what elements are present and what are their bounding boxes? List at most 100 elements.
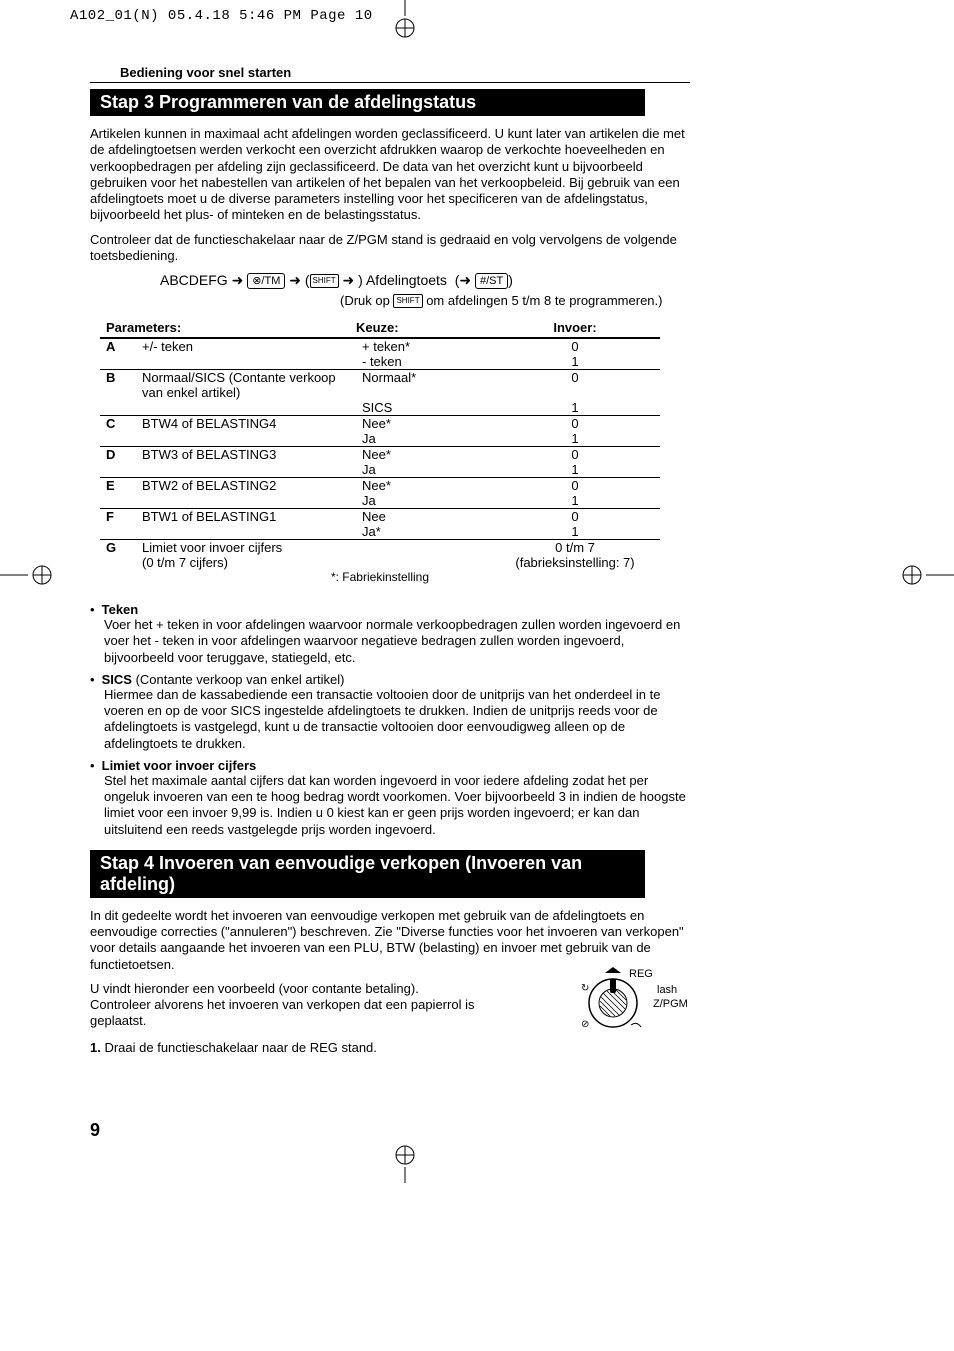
param-desc bbox=[136, 354, 356, 370]
cropmark-right-icon bbox=[894, 555, 954, 595]
key-shift: SHIFT bbox=[310, 274, 339, 288]
param-invoer: 1 bbox=[490, 354, 660, 370]
param-desc bbox=[136, 462, 356, 478]
print-header: A102_01(N) 05.4.18 5:46 PM Page 10 bbox=[70, 8, 373, 24]
intro-paragraph-1: Artikelen kunnen in maximaal acht afdeli… bbox=[90, 126, 690, 224]
seq-abcdefg: ABCDEFG bbox=[160, 272, 228, 288]
param-desc: BTW3 of BELASTING3 bbox=[136, 447, 356, 463]
param-invoer: 0 bbox=[490, 338, 660, 354]
param-letter: A bbox=[100, 338, 136, 354]
param-desc bbox=[136, 524, 356, 540]
col-keuze: Keuze: bbox=[356, 318, 490, 338]
param-letter bbox=[100, 524, 136, 540]
svg-text:⊘: ⊘ bbox=[581, 1019, 589, 1030]
table-footnote: *: Fabriekinstelling bbox=[100, 570, 660, 584]
param-letter bbox=[100, 431, 136, 447]
stap3-heading: Stap 3 Programmeren van de afdelingstatu… bbox=[90, 89, 645, 116]
bullet-heading: • SICS (Contante verkoop van enkel artik… bbox=[90, 672, 690, 687]
param-invoer: (fabrieksinstelling: 7) bbox=[490, 555, 660, 570]
key-sequence: ABCDEFG ➜ ⊗/TM ➜ (SHIFT ➜ ) Afdelingtoet… bbox=[90, 272, 690, 289]
stap4-heading: Stap 4 Invoeren van eenvoudige verkopen … bbox=[90, 850, 645, 898]
step-text: Draai de functieschakelaar naar de REG s… bbox=[104, 1040, 376, 1055]
param-keuze: Nee* bbox=[356, 478, 490, 494]
page-number: 9 bbox=[90, 1120, 100, 1141]
param-keuze bbox=[356, 555, 490, 570]
param-letter bbox=[100, 555, 136, 570]
arrow-icon: ➜ bbox=[232, 272, 244, 288]
intro-paragraph-2: Controleer dat de functieschakelaar naar… bbox=[90, 232, 690, 265]
param-letter bbox=[100, 400, 136, 416]
param-letter: F bbox=[100, 509, 136, 525]
param-keuze bbox=[356, 540, 490, 556]
svg-text:↻: ↻ bbox=[581, 983, 589, 994]
col-invoer: Invoer: bbox=[490, 318, 660, 338]
param-desc: BTW2 of BELASTING2 bbox=[136, 478, 356, 494]
dial-zpgm-label: Z/PGM bbox=[653, 998, 688, 1010]
dial-flash-label: lash bbox=[657, 984, 677, 996]
cropmark-bottom-icon bbox=[385, 1143, 425, 1183]
bullet-body: Stel het maximale aantal cijfers dat kan… bbox=[104, 773, 690, 838]
arrow-icon: ➜ bbox=[459, 272, 471, 288]
key-shift: SHIFT bbox=[393, 294, 422, 308]
param-keuze: SICS bbox=[356, 400, 490, 416]
param-keuze: Ja* bbox=[356, 524, 490, 540]
bullet-body: Hiermee dan de kassabediende een transac… bbox=[104, 687, 690, 752]
param-keuze: Nee* bbox=[356, 447, 490, 463]
param-desc: BTW1 of BELASTING1 bbox=[136, 509, 356, 525]
arrow-icon: ➜ bbox=[289, 272, 301, 288]
param-desc: BTW4 of BELASTING4 bbox=[136, 416, 356, 432]
param-keuze: Nee bbox=[356, 509, 490, 525]
function-dial-icon: ↻ ⊘ REG lash Z/PGM bbox=[575, 961, 695, 1041]
param-invoer: 1 bbox=[490, 400, 660, 416]
param-desc: (0 t/m 7 cijfers) bbox=[136, 555, 356, 570]
bullet-body: Voer het + teken in voor afdelingen waar… bbox=[104, 617, 690, 666]
param-keuze: Ja bbox=[356, 462, 490, 478]
param-letter: G bbox=[100, 540, 136, 556]
param-desc bbox=[136, 431, 356, 447]
param-invoer: 1 bbox=[490, 524, 660, 540]
param-invoer: 0 bbox=[490, 370, 660, 401]
param-invoer: 1 bbox=[490, 431, 660, 447]
param-letter bbox=[100, 493, 136, 509]
section-label: Bediening voor snel starten bbox=[90, 65, 690, 83]
param-invoer: 0 t/m 7 bbox=[490, 540, 660, 556]
seq-afdelingtoets: Afdelingtoets bbox=[366, 272, 447, 288]
paren-close: ) bbox=[508, 272, 513, 288]
param-letter bbox=[100, 462, 136, 478]
bullet-heading: • Limiet voor invoer cijfers bbox=[90, 758, 690, 773]
param-letter: D bbox=[100, 447, 136, 463]
param-letter: B bbox=[100, 370, 136, 401]
dial-reg-label: REG bbox=[629, 968, 653, 980]
stap4-step-1: 1. Draai de functieschakelaar naar de RE… bbox=[90, 1040, 690, 1055]
param-invoer: 0 bbox=[490, 447, 660, 463]
cropmark-left-icon bbox=[0, 555, 60, 595]
param-keuze: + teken* bbox=[356, 338, 490, 354]
param-invoer: 0 bbox=[490, 509, 660, 525]
param-desc: Normaal/SICS (Contante verkoop van enkel… bbox=[136, 370, 356, 401]
param-keuze: Normaal* bbox=[356, 370, 490, 401]
param-letter bbox=[100, 354, 136, 370]
key-sequence-note: (Druk op SHIFT om afdelingen 5 t/m 8 te … bbox=[90, 293, 690, 308]
param-keuze: - teken bbox=[356, 354, 490, 370]
param-keuze: Ja bbox=[356, 493, 490, 509]
param-desc: +/- teken bbox=[136, 338, 356, 354]
stap4-paragraph-2: U vindt hieronder een voorbeeld (voor co… bbox=[90, 981, 520, 1030]
param-letter: E bbox=[100, 478, 136, 494]
col-parameters: Parameters: bbox=[100, 318, 356, 338]
param-invoer: 0 bbox=[490, 416, 660, 432]
param-invoer: 0 bbox=[490, 478, 660, 494]
parameters-table: Parameters: Keuze: Invoer: A+/- teken+ t… bbox=[100, 318, 660, 584]
param-desc: Limiet voor invoer cijfers bbox=[136, 540, 356, 556]
step-number: 1. bbox=[90, 1040, 101, 1055]
param-keuze: Ja bbox=[356, 431, 490, 447]
param-keuze: Nee* bbox=[356, 416, 490, 432]
param-letter: C bbox=[100, 416, 136, 432]
page-content: Bediening voor snel starten Stap 3 Progr… bbox=[90, 65, 690, 1055]
paren-close: ) bbox=[358, 272, 363, 288]
param-desc bbox=[136, 400, 356, 416]
key-st: #/ST bbox=[475, 273, 508, 289]
arrow-icon: ➜ bbox=[343, 272, 355, 288]
param-invoer: 1 bbox=[490, 462, 660, 478]
cropmark-top-icon bbox=[385, 0, 425, 40]
paren-open: ( bbox=[305, 272, 310, 288]
